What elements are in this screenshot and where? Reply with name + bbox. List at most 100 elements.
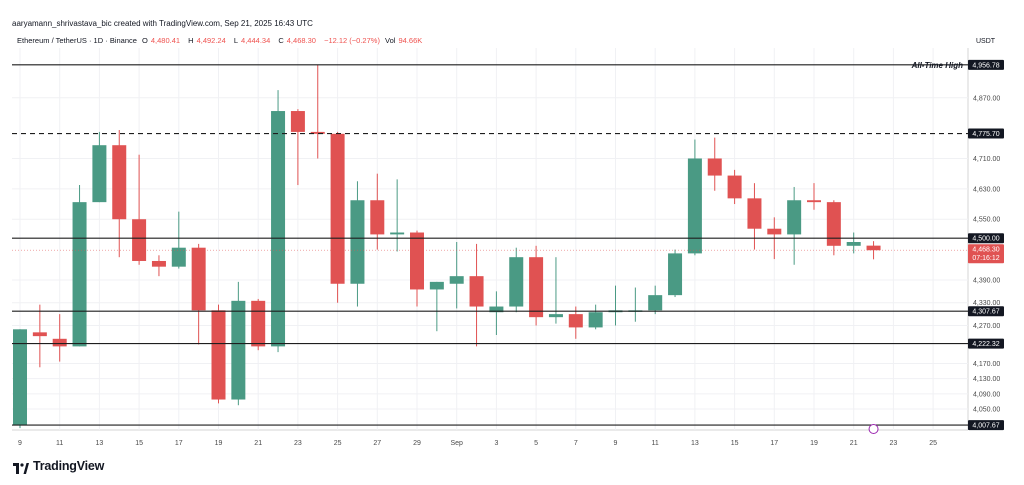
level-price-label: 4,956.78 <box>972 62 999 69</box>
y-tick-label: 4,870.00 <box>973 95 1000 102</box>
high-value: H 4,492.24 <box>188 36 226 45</box>
y-tick-label: 4,170.00 <box>973 361 1000 368</box>
candle-body <box>330 133 345 284</box>
candle-body <box>211 310 226 400</box>
candle-body <box>191 247 206 311</box>
candle-body <box>747 198 762 229</box>
x-tick-label: 23 <box>294 440 302 447</box>
low-value: L 4,444.34 <box>233 36 271 45</box>
level-price-label: 4,222.32 <box>972 341 999 348</box>
y-tick-label: 4,330.00 <box>973 300 1000 307</box>
x-tick-label: 27 <box>373 440 381 447</box>
x-tick-label: 3 <box>494 440 498 447</box>
quote-currency[interactable]: USDT <box>976 38 996 45</box>
y-tick-label: 4,090.00 <box>973 391 1000 398</box>
level-price-label: 4,307.67 <box>972 309 999 316</box>
candle-body <box>310 131 325 134</box>
level-price-label-bg <box>968 306 1004 317</box>
candle-body <box>846 242 861 246</box>
x-tick-label: 23 <box>890 440 898 447</box>
level-price-label-bg <box>968 59 1004 70</box>
x-tick-label: 29 <box>413 440 421 447</box>
candle-body <box>469 276 484 307</box>
candle-body <box>251 300 266 347</box>
y-tick-label: 4,710.00 <box>973 156 1000 163</box>
event-marker-icon <box>868 424 879 434</box>
y-tick-label: 4,390.00 <box>973 277 1000 284</box>
candle-body <box>290 111 305 132</box>
x-tick-label: 21 <box>850 440 858 447</box>
x-tick-label: 9 <box>614 440 618 447</box>
candle-body <box>707 158 722 176</box>
open-value: O 4,480.41 <box>142 36 181 45</box>
candle-body <box>548 314 563 318</box>
level-lines: All-Time High <box>12 61 968 426</box>
tradingview-logo-text: TradingView <box>33 459 105 473</box>
candle-body <box>449 276 464 284</box>
x-tick-label: 11 <box>56 440 63 447</box>
x-tick-label: Sep <box>450 440 463 447</box>
candle-body <box>132 219 147 261</box>
x-tick-label: 5 <box>534 440 538 447</box>
change-value: −12.12 (−0.27%) <box>324 36 380 45</box>
level-price-label-bg <box>968 128 1004 139</box>
candle-body <box>52 338 67 347</box>
candle-body <box>271 111 286 347</box>
candle-body <box>866 245 881 251</box>
candle-body <box>410 232 424 290</box>
candle-body <box>529 257 544 318</box>
x-tick-label: 11 <box>652 440 659 447</box>
y-tick-label: 4,550.00 <box>973 217 1000 224</box>
x-tick-label: 17 <box>770 440 778 447</box>
candle-body <box>807 200 821 203</box>
level-price-label-bg <box>968 338 1004 349</box>
candle-body <box>370 200 385 235</box>
level-price-label-bg <box>968 233 1004 244</box>
x-tick-label: 17 <box>175 440 183 447</box>
level-price-label: 4,007.67 <box>972 423 999 430</box>
chart-credit: aaryamann_shrivastava_bic created with T… <box>12 19 313 28</box>
candle-body <box>13 329 27 425</box>
tradingview-logo-icon <box>13 461 29 474</box>
close-value: C 4,468.30 <box>278 36 316 45</box>
x-tick-label: 9 <box>18 440 22 447</box>
x-tick-label: 15 <box>731 440 739 447</box>
y-tick-label: 4,130.00 <box>973 376 1000 383</box>
price-axis[interactable]: 4,050.00 4,090.00 4,130.00 4,170.00 4,270.00… <box>968 59 1004 431</box>
candle-body <box>648 295 663 311</box>
x-tick-label: 21 <box>254 440 262 447</box>
countdown-label: 07:16:12 <box>972 255 999 262</box>
x-tick-label: 19 <box>810 440 818 447</box>
current-price-label-bg <box>968 244 1004 264</box>
candle-body <box>489 306 504 313</box>
current-price-label: 4,468.30 <box>972 247 999 254</box>
candle-body <box>509 257 524 307</box>
candle-body <box>151 260 166 267</box>
x-tick-label: 7 <box>574 440 578 447</box>
symbol-name[interactable]: Ethereum / TetherUS · 1D · Binance <box>17 36 137 45</box>
candle-body <box>32 332 47 337</box>
candle-body <box>687 158 702 254</box>
ath-annotation: All-Time High <box>911 61 964 70</box>
candle-body <box>826 202 841 246</box>
tradingview-logo[interactable]: TradingView <box>13 459 105 474</box>
y-tick-label: 4,270.00 <box>973 323 1000 330</box>
candle-body <box>588 312 603 328</box>
level-price-label: 4,500.00 <box>972 236 999 243</box>
candle-body <box>350 200 365 284</box>
time-axis[interactable]: 9 11 13 15 17 19 21 23 25 27 29 Sep 3 5 7 9 11 13 15 17 19 21… <box>18 424 937 448</box>
x-tick-label: 13 <box>691 440 699 447</box>
candle-body <box>668 253 683 296</box>
candle-body <box>231 300 246 400</box>
x-tick-label: 25 <box>929 440 937 447</box>
candle-body <box>787 200 802 235</box>
x-tick-label: 19 <box>215 440 223 447</box>
symbol-legend: Ethereum / TetherUS · 1D · Binance O 4,48… <box>17 36 428 45</box>
candle-body <box>568 314 583 328</box>
y-tick-label: 4,050.00 <box>973 407 1000 414</box>
candle-body <box>727 175 742 199</box>
level-price-label: 4,775.70 <box>972 131 999 138</box>
candle-body <box>72 202 87 347</box>
candle-body <box>390 232 405 235</box>
